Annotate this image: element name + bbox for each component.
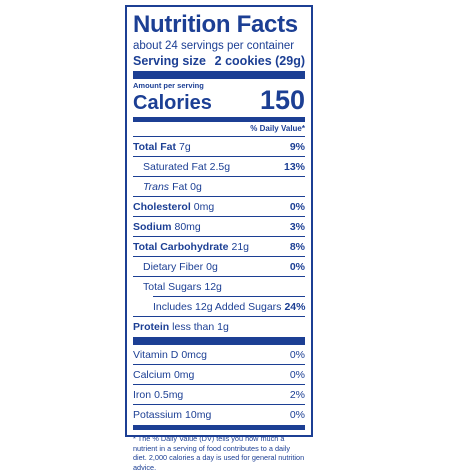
nutrient-amount: 7g: [178, 140, 191, 153]
nutrient-amount: 80mg: [174, 220, 201, 233]
medium-divider: [133, 425, 305, 430]
nutrient-amount: less than 1g: [172, 321, 229, 333]
amount-per-serving: Amount per serving: [133, 81, 204, 90]
nutrient-name: Includes 12g Added Sugars: [153, 300, 282, 313]
nutrient-dv: 0%: [289, 200, 305, 213]
nutrient-row-total-fat: Total Fat 7g 9%: [133, 137, 305, 157]
vitamin-dv: 2%: [289, 388, 305, 401]
vitamin-row-iron: Iron 0.5mg 2%: [133, 385, 305, 405]
serving-size-label: Serving size: [133, 54, 206, 68]
vitamin-name: Vitamin D: [133, 348, 179, 361]
daily-value-footnote: * The % Daily Value (DV) tells you how m…: [133, 434, 305, 472]
nutrient-row-saturated-fat: Saturated Fat 2.5g 13%: [133, 157, 305, 177]
nutrient-dv: 8%: [289, 240, 305, 253]
daily-value-header: % Daily Value*: [133, 122, 305, 137]
nutrient-row-trans-fat: Trans Fat 0g: [133, 177, 305, 197]
nutrient-amount: Fat 0g: [172, 180, 202, 193]
vitamin-row-calcium: Calcium 0mg 0%: [133, 365, 305, 385]
nutrient-name: Total Sugars: [143, 281, 202, 293]
nutrient-dv: 13%: [283, 160, 305, 173]
nutrient-name: Trans: [143, 180, 170, 193]
nutrient-name: Sodium: [133, 220, 172, 233]
vitamin-dv: 0%: [289, 368, 305, 381]
nutrient-row-sodium: Sodium 80mg 3%: [133, 217, 305, 237]
label-title: Nutrition Facts: [133, 11, 298, 38]
nutrient-dv: 3%: [289, 220, 305, 233]
nutrient-dv: 9%: [289, 140, 305, 153]
nutrient-name: Dietary Fiber: [143, 260, 204, 273]
vitamin-name: Calcium: [133, 368, 171, 381]
vitamin-dv: 0%: [289, 348, 305, 361]
nutrient-row-total-carbohydrate: Total Carbohydrate 21g 8%: [133, 237, 305, 257]
calories-label: Calories: [133, 92, 212, 114]
vitamin-amount: 0mcg: [181, 348, 208, 361]
vitamin-row-potassium: Potassium 10mg 0%: [133, 405, 305, 425]
nutrient-row-dietary-fiber: Dietary Fiber 0g 0%: [133, 257, 305, 277]
servings-per-container: about 24 servings per container: [133, 40, 295, 52]
calories-value: 150: [259, 85, 305, 115]
nutrient-row-added-sugars: Includes 12g Added Sugars 24%: [133, 297, 305, 317]
nutrient-amount: 12g: [204, 281, 222, 293]
nutrient-name: Saturated Fat: [143, 160, 207, 173]
nutrient-amount: 0mg: [193, 200, 215, 213]
nutrient-amount: 21g: [231, 240, 250, 253]
nutrition-facts-label: Nutrition Facts about 24 servings per co…: [125, 5, 313, 472]
nutrient-amount: 0g: [206, 260, 218, 273]
thick-divider: [133, 337, 305, 345]
thick-divider: [133, 71, 305, 79]
nutrient-row-protein: Protein less than 1g: [133, 317, 305, 337]
nutrient-amount: 2.5g: [209, 160, 231, 173]
nutrient-name: Protein: [133, 321, 170, 333]
vitamin-name: Potassium: [133, 409, 183, 421]
nutrient-name: Cholesterol: [133, 200, 191, 213]
nutrient-dv: 0%: [289, 260, 305, 273]
serving-size-value: 2 cookies (29g): [214, 54, 305, 68]
nutrient-name: Total Carbohydrate: [133, 240, 229, 253]
serving-size-row: Serving size 2 cookies (29g): [133, 53, 305, 69]
vitamin-dv: 0%: [289, 409, 305, 421]
medium-divider: [133, 117, 305, 122]
nutrient-name: Total Fat: [133, 140, 176, 153]
vitamin-name: Iron: [133, 388, 152, 401]
vitamin-amount: 10mg: [185, 409, 212, 421]
vitamin-amount: 0mg: [173, 368, 195, 381]
calories-row: Calories 150: [133, 85, 305, 115]
nutrient-dv: 24%: [284, 300, 306, 313]
nutrient-row-cholesterol: Cholesterol 0mg 0%: [133, 197, 305, 217]
vitamin-row-vitamin-d: Vitamin D 0mcg 0%: [133, 345, 305, 365]
vitamin-amount: 0.5mg: [154, 388, 184, 401]
nutrient-row-total-sugars: Total Sugars 12g: [133, 277, 305, 297]
